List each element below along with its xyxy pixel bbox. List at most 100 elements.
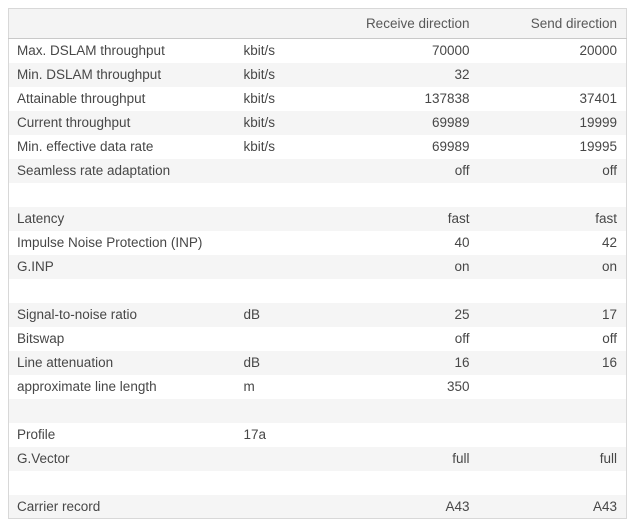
row-label: Latency: [17, 211, 65, 226]
spacer-row: [9, 183, 627, 207]
row-unit: [244, 183, 354, 207]
row-send-value: off: [602, 163, 617, 178]
row-receive-value: 40: [454, 235, 470, 250]
row-receive-value: 25: [454, 307, 470, 322]
dsl-information-table: Receive direction Send direction Max. DS…: [8, 8, 627, 519]
table-row: Seamless rate adaptation off off: [8, 158, 627, 183]
row-receive-value: A43: [445, 498, 470, 514]
row-send-value: 19995: [579, 139, 617, 154]
table-row: Impulse Noise Protection (INP) 40 42: [9, 231, 627, 255]
row-label: Attainable throughput: [17, 91, 146, 106]
row-unit: dB: [243, 307, 261, 322]
row-receive-value: [354, 471, 479, 495]
row-send-value: [479, 375, 627, 399]
row-send-value: 37401: [579, 91, 617, 106]
row-label: Bitswap: [17, 331, 65, 346]
row-send-value: 19999: [579, 115, 617, 130]
table-row: Max. DSLAM throughput kbit/s 70000 20000: [9, 39, 627, 63]
row-send-value: off: [602, 331, 617, 346]
row-unit: [244, 207, 354, 231]
row-unit: [244, 327, 354, 351]
row-receive-value: [354, 423, 479, 447]
row-unit: [244, 495, 354, 519]
row-receive-value: [354, 183, 479, 207]
row-receive-value: full: [452, 451, 470, 466]
row-unit: [244, 231, 354, 255]
row-unit: [244, 471, 354, 495]
row-receive-value: 69989: [431, 139, 470, 154]
row-receive-value: 350: [446, 379, 470, 394]
row-send-value: 16: [601, 355, 617, 370]
header-send-direction: Send direction: [478, 8, 627, 39]
row-label: [9, 279, 244, 303]
spacer-row: [9, 279, 627, 303]
row-unit: [244, 399, 354, 423]
row-receive-value: [354, 279, 479, 303]
row-receive-value: off: [454, 163, 470, 178]
row-unit: 17a: [243, 427, 267, 442]
row-send-value: full: [599, 451, 617, 466]
row-receive-value: on: [454, 259, 470, 274]
row-unit: [244, 279, 354, 303]
row-label: Seamless rate adaptation: [17, 163, 171, 178]
row-label: Min. effective data rate: [17, 139, 154, 154]
row-send-value: [479, 471, 627, 495]
row-unit: kbit/s: [243, 91, 276, 106]
table-row: Latency fast fast: [8, 206, 627, 231]
row-receive-value: fast: [447, 211, 470, 226]
table-row: Profile 17a: [9, 423, 627, 447]
row-send-value: [479, 423, 627, 447]
row-label: Signal-to-noise ratio: [17, 307, 138, 322]
table-row: Min. DSLAM throughput kbit/s 32: [8, 62, 627, 87]
row-label: Current throughput: [17, 115, 131, 130]
header-unit-column: [243, 8, 354, 39]
table-row: Line attenuation dB 16 16: [8, 350, 627, 375]
row-receive-value: 69989: [431, 115, 470, 130]
row-send-value: [479, 183, 627, 207]
row-label: Impulse Noise Protection (INP): [17, 235, 203, 250]
row-receive-value: 16: [454, 355, 470, 370]
row-receive-value: off: [454, 331, 470, 346]
row-label: [9, 183, 244, 207]
table-row: Min. effective data rate kbit/s 69989 19995: [9, 135, 627, 159]
row-unit: [244, 255, 354, 279]
row-unit: kbit/s: [243, 67, 276, 82]
row-unit: [244, 447, 354, 471]
row-label: Min. DSLAM throughput: [17, 67, 162, 82]
row-send-value: [479, 63, 627, 87]
header-row: Receive direction Send direction: [8, 8, 627, 39]
table-row: Attainable throughput kbit/s 137838 37401: [9, 87, 627, 111]
row-send-value: 17: [601, 307, 617, 322]
table-row: G.Vector full full: [8, 446, 627, 471]
row-label: [9, 471, 244, 495]
row-label: Carrier record: [17, 498, 101, 514]
row-unit: dB: [243, 355, 261, 370]
row-receive-value: 70000: [431, 43, 470, 59]
row-send-value: [479, 279, 627, 303]
table-row: approximate line length m 350: [9, 375, 627, 399]
row-receive-value: 137838: [424, 91, 470, 106]
table-body: Max. DSLAM throughput kbit/s 70000 20000 Min…: [8, 39, 627, 519]
row-label: G.Vector: [17, 451, 70, 466]
table-row: G.INP on on: [8, 254, 627, 279]
table-row: Signal-to-noise ratio dB 25 17: [8, 302, 627, 327]
row-label: Line attenuation: [17, 355, 114, 370]
row-label: [9, 399, 244, 423]
row-send-value: 20000: [579, 43, 617, 59]
row-send-value: [479, 399, 627, 423]
row-unit: [244, 159, 354, 183]
row-send-value: fast: [595, 211, 617, 226]
spacer-row: [9, 471, 627, 495]
row-unit: m: [243, 379, 255, 394]
table-row: Bitswap off off: [9, 327, 627, 351]
row-send-value: 42: [601, 235, 617, 250]
header-label-column: [8, 8, 244, 39]
row-label: Max. DSLAM throughput: [17, 43, 165, 59]
header-receive-direction: Receive direction: [353, 8, 479, 39]
row-unit: kbit/s: [243, 115, 276, 130]
row-label: Profile: [17, 427, 56, 442]
row-send-value: on: [601, 259, 617, 274]
row-label: G.INP: [17, 259, 54, 274]
spacer-row: [8, 398, 627, 423]
